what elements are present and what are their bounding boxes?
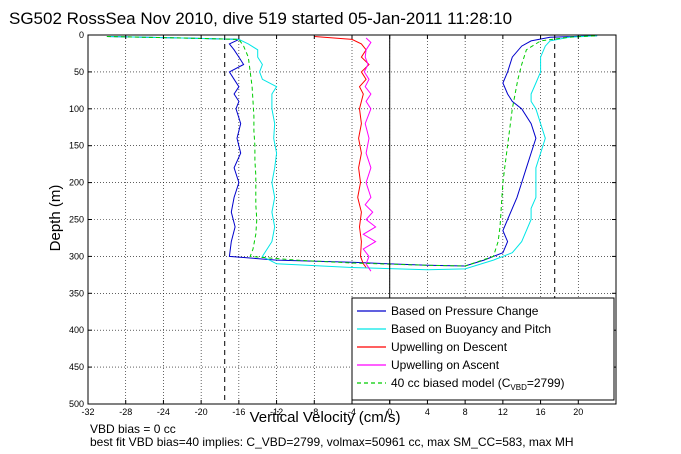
y-tick-label: 150 — [69, 141, 84, 151]
x-tick-label: 8 — [463, 407, 468, 417]
grid — [87, 34, 616, 405]
best-fit-note: best fit VBD bias=40 implies: C_VBD=2799… — [90, 435, 574, 449]
y-axis-label: Depth (m) — [47, 185, 64, 252]
legend-label-buoyancy: Based on Buoyancy and Pitch — [391, 322, 551, 336]
x-tick-label: -8 — [310, 407, 318, 417]
series-line-4 — [106, 35, 598, 267]
x-tick-label: -12 — [270, 407, 283, 417]
y-tick-label: 250 — [69, 215, 84, 225]
x-axis: -32 -28 -24 -20 -16 -12 -8 -4 0 4 8 12 16 20 — [81, 35, 583, 417]
x-tick-label: -28 — [119, 407, 132, 417]
x-tick-label: 20 — [573, 407, 583, 417]
legend-label-model: 40 cc biased model (CVBD=2799) — [391, 376, 565, 392]
y-tick-label: 50 — [74, 67, 84, 77]
x-tick-label: -32 — [81, 407, 94, 417]
y-tick-label: 300 — [69, 251, 84, 261]
series-line-2 — [314, 36, 370, 268]
chart-title: SG502 RossSea Nov 2010, dive 519 started… — [9, 9, 512, 28]
y-tick-label: 100 — [69, 104, 84, 114]
x-tick-label: 4 — [425, 407, 430, 417]
y-tick-label: 350 — [69, 288, 84, 298]
x-tick-label: 12 — [498, 407, 508, 417]
y-tick-label: 400 — [69, 325, 84, 335]
x-tick-label: 16 — [536, 407, 546, 417]
series-layer — [106, 35, 598, 272]
y-tick-label: 500 — [69, 399, 84, 409]
x-tick-label: -16 — [232, 407, 245, 417]
x-tick-label: 0 — [387, 407, 392, 417]
legend-label-ascent: Upwelling on Ascent — [391, 358, 500, 372]
series-line-0 — [106, 35, 598, 267]
vbd-bias-note: VBD bias = 0 cc — [90, 422, 176, 436]
x-tick-label: -4 — [348, 407, 356, 417]
x-tick-label: -20 — [195, 407, 208, 417]
series-line-3 — [362, 37, 377, 272]
x-axis-label: Vertical Velocity (cm/s) — [250, 409, 401, 426]
y-axis: 0 50 100 150 200 250 300 350 400 450 500 — [69, 30, 616, 409]
series-line-1 — [106, 35, 598, 271]
y-tick-label: 200 — [69, 178, 84, 188]
legend: Based on Pressure Change Based on Buoyan… — [351, 297, 615, 401]
legend-label-pressure: Based on Pressure Change — [391, 304, 539, 318]
legend-box — [351, 297, 615, 401]
y-tick-label: 450 — [69, 362, 84, 372]
legend-label-descent: Upwelling on Descent — [391, 340, 508, 354]
x-tick-label: -24 — [157, 407, 170, 417]
y-tick-label: 0 — [79, 30, 84, 40]
